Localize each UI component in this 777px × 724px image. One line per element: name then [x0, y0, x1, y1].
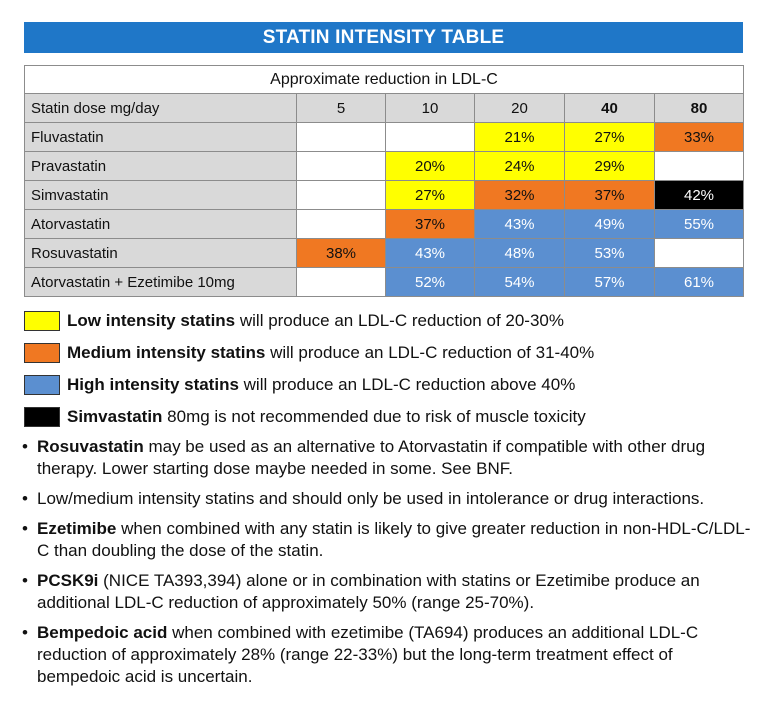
table-row: Pravastatin 20% 24% 29% — [24, 151, 745, 181]
legend-swatch — [24, 375, 60, 395]
reduction-cell: 49% — [564, 209, 655, 239]
legend-bold-text: Simvastatin — [67, 407, 163, 426]
reduction-cell — [296, 180, 386, 210]
dose-header-cell: 80 — [653, 93, 745, 123]
reduction-cell: 33% — [653, 122, 745, 152]
table-row: Simvastatin 27% 32% 37% 42% — [24, 180, 745, 210]
reduction-cell: 43% — [474, 209, 565, 239]
note-item: • Bempedoic acid when combined with ezeti… — [22, 622, 752, 688]
dose-header-cell: 20 — [474, 93, 565, 123]
reduction-cell — [296, 267, 386, 297]
note-text: when combined with any statin is likely … — [37, 519, 751, 560]
dose-header-label: Statin dose mg/day — [24, 93, 297, 123]
reduction-cell: 43% — [385, 238, 475, 268]
table-row: Fluvastatin 21% 27% 33% — [24, 122, 745, 152]
reduction-cell: 29% — [564, 151, 655, 181]
dose-header-row: Statin dose mg/day 5 10 20 40 80 — [24, 93, 745, 123]
legend-swatch — [24, 311, 60, 331]
reduction-cell: 52% — [385, 267, 475, 297]
legend-item: Medium intensity statins will produce an… — [24, 337, 764, 369]
reduction-cell: 32% — [474, 180, 565, 210]
reduction-cell: 21% — [474, 122, 565, 152]
intensity-legend: Low intensity statins will produce an LD… — [24, 305, 764, 433]
reduction-cell: 53% — [564, 238, 655, 268]
legend-swatch — [24, 407, 60, 427]
table-row: Atorvastatin + Ezetimibe 10mg 52% 54% 57% 61… — [24, 267, 745, 297]
legend-text: Medium intensity statins will produce an… — [67, 343, 594, 363]
reduction-cell: 61% — [653, 267, 745, 297]
notes-list: • Rosuvastatin may be used as an alternat… — [22, 436, 752, 696]
reduction-cell — [296, 122, 386, 152]
legend-item: High intensity statins will produce an L… — [24, 369, 764, 401]
reduction-cell — [296, 151, 386, 181]
reduction-cell — [653, 151, 745, 181]
reduction-cell — [385, 122, 475, 152]
bullet-icon: • — [22, 437, 28, 456]
note-bold-term: Rosuvastatin — [37, 437, 144, 456]
legend-bold-text: High intensity statins — [67, 375, 239, 394]
statin-name-cell: Fluvastatin — [24, 122, 297, 152]
note-text: (NICE TA393,394) alone or in combination… — [37, 571, 700, 612]
note-item: • Ezetimibe when combined with any statin… — [22, 518, 752, 562]
note-text: when combined with ezetimibe (TA694) pro… — [37, 623, 699, 686]
note-bold-term: Ezetimibe — [37, 519, 117, 538]
legend-text: Low intensity statins will produce an LD… — [67, 311, 564, 331]
table-body: Fluvastatin 21% 27% 33% Pravastatin 20% 24% 29%… — [24, 122, 745, 297]
note-bold-term: Bempedoic acid — [37, 623, 168, 642]
bullet-icon: • — [22, 623, 28, 642]
legend-description: will produce an LDL-C reduction above 40… — [238, 375, 576, 394]
statin-name-cell: Rosuvastatin — [24, 238, 297, 268]
statin-name-cell: Simvastatin — [24, 180, 297, 210]
reduction-cell — [296, 209, 386, 239]
note-item: • PCSK9i (NICE TA393,394) alone or in com… — [22, 570, 752, 614]
reduction-cell: 55% — [653, 209, 745, 239]
reduction-cell: 24% — [474, 151, 565, 181]
reduction-cell: 54% — [474, 267, 565, 297]
bullet-icon: • — [22, 489, 28, 508]
legend-description: 80mg is not recommended due to risk of m… — [162, 407, 586, 426]
dose-header-cell: 40 — [564, 93, 655, 123]
note-item: • Rosuvastatin may be used as an alternat… — [22, 436, 752, 480]
bullet-icon: • — [22, 571, 28, 590]
note-text: may be used as an alternative to Atorvas… — [37, 437, 706, 478]
reduction-cell: 38% — [296, 238, 386, 268]
statin-intensity-table: Approximate reduction in LDL-C Statin do… — [23, 65, 745, 297]
bullet-icon: • — [22, 519, 28, 538]
reduction-cell: 48% — [474, 238, 565, 268]
ldl-reduction-header: Approximate reduction in LDL-C — [23, 65, 745, 94]
legend-description: will produce an LDL-C reduction of 31-40… — [265, 343, 595, 362]
reduction-cell: 37% — [564, 180, 655, 210]
legend-item: Low intensity statins will produce an LD… — [24, 305, 764, 337]
statin-name-cell: Pravastatin — [24, 151, 297, 181]
table-title: STATIN INTENSITY TABLE — [24, 22, 743, 53]
reduction-cell: 37% — [385, 209, 475, 239]
legend-description: will produce an LDL-C reduction of 20-30… — [235, 311, 564, 330]
legend-swatch — [24, 343, 60, 363]
legend-text: Simvastatin 80mg is not recommended due … — [67, 407, 586, 427]
statin-name-cell: Atorvastatin + Ezetimibe 10mg — [24, 267, 297, 297]
statin-name-cell: Atorvastatin — [24, 209, 297, 239]
legend-item: Simvastatin 80mg is not recommended due … — [24, 401, 764, 433]
reduction-cell: 27% — [564, 122, 655, 152]
legend-bold-text: Medium intensity statins — [67, 343, 266, 362]
reduction-cell: 20% — [385, 151, 475, 181]
dose-header-cell: 5 — [296, 93, 386, 123]
note-bold-term: PCSK9i — [37, 571, 99, 590]
table-row: Rosuvastatin 38% 43% 48% 53% — [24, 238, 745, 268]
reduction-cell — [653, 238, 745, 268]
legend-bold-text: Low intensity statins — [67, 311, 236, 330]
reduction-cell: 27% — [385, 180, 475, 210]
reduction-cell: 42% — [653, 180, 745, 210]
legend-text: High intensity statins will produce an L… — [67, 375, 575, 395]
note-text: Low/medium intensity statins and should … — [37, 489, 705, 508]
dose-header-cell: 10 — [385, 93, 475, 123]
reduction-cell: 57% — [564, 267, 655, 297]
note-item: • Low/medium intensity statins and should… — [22, 488, 752, 510]
table-row: Atorvastatin 37% 43% 49% 55% — [24, 209, 745, 239]
